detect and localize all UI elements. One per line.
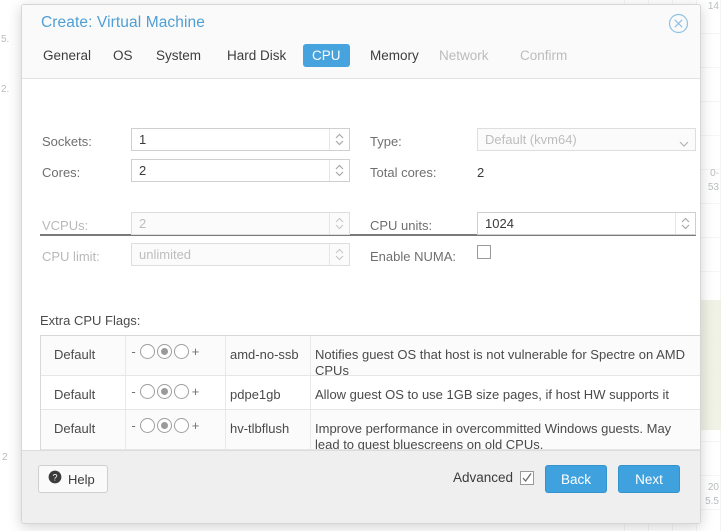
- cores-input[interactable]: 2: [131, 159, 350, 182]
- minus-label: -: [131, 418, 136, 433]
- cpu-limit-stepper: [329, 244, 349, 265]
- flag-description: Notifies guest OS that host is not vulne…: [315, 347, 685, 378]
- cores-value: 2: [139, 163, 147, 178]
- radio-default[interactable]: [157, 384, 172, 399]
- table-row[interactable]: Default - + amd-no-ssb Notifies guest OS…: [41, 336, 700, 378]
- flag-radio-group[interactable]: - +: [129, 384, 200, 399]
- flag-name: amd-no-ssb: [230, 347, 299, 362]
- flag-radio-group[interactable]: - +: [129, 418, 200, 433]
- minus-label: -: [131, 344, 136, 359]
- cpu-limit-value: unlimited: [139, 247, 192, 262]
- flag-state: Default: [54, 421, 96, 436]
- cpu-units-value: 1024: [485, 216, 514, 231]
- background-text: 2.: [1, 84, 10, 95]
- cpu-limit-input: unlimited: [131, 243, 350, 266]
- create-vm-dialog: Create: Virtual Machine General OS Syste…: [21, 4, 701, 524]
- help-label: Help: [68, 471, 95, 487]
- total-cores-label: Total cores:: [370, 165, 437, 180]
- close-icon[interactable]: [668, 13, 689, 34]
- sockets-input[interactable]: 1: [131, 128, 350, 151]
- radio-off[interactable]: [140, 344, 155, 359]
- table-row[interactable]: Default - + hv-tlbflush Improve performa…: [41, 410, 700, 452]
- radio-off[interactable]: [140, 384, 155, 399]
- section-divider: [40, 234, 696, 236]
- plus-label: +: [191, 384, 200, 399]
- type-value: Default (kvm64): [485, 132, 577, 147]
- next-button[interactable]: Next: [618, 465, 680, 493]
- advanced-label: Advanced: [452, 470, 513, 485]
- chevron-down-icon: [679, 135, 689, 153]
- background-text: 0-: [710, 168, 719, 179]
- tab-memory[interactable]: Memory: [370, 48, 419, 63]
- extra-cpu-flags-label: Extra CPU Flags:: [40, 313, 141, 328]
- sockets-value: 1: [139, 132, 147, 147]
- dialog-body: Sockets: 1 Type: Default (kvm64) Cores: …: [22, 79, 700, 523]
- back-button[interactable]: Back: [545, 465, 607, 493]
- background-text: 53: [707, 182, 719, 193]
- sockets-label: Sockets:: [42, 134, 92, 149]
- flag-description: Allow guest OS to use 1GB size pages, if…: [315, 387, 670, 402]
- tab-confirm: Confirm: [520, 48, 568, 63]
- tab-system[interactable]: System: [156, 48, 202, 63]
- vcpus-label: VCPUs:: [42, 218, 89, 233]
- cpu-limit-label: CPU limit:: [42, 249, 100, 264]
- background-text: 20: [707, 482, 719, 493]
- flag-name: hv-tlbflush: [230, 421, 290, 436]
- cpu-units-stepper[interactable]: [675, 213, 695, 234]
- minus-label: -: [131, 384, 136, 399]
- cores-stepper[interactable]: [329, 160, 349, 181]
- vcpus-value: 2: [139, 216, 147, 231]
- type-select[interactable]: Default (kvm64): [477, 128, 696, 151]
- cpu-units-label: CPU units:: [370, 218, 433, 233]
- cpu-units-input[interactable]: 1024: [477, 212, 696, 235]
- tab-general[interactable]: General: [43, 48, 92, 63]
- vcpus-stepper: [329, 213, 349, 234]
- type-label: Type:: [370, 134, 402, 149]
- advanced-checkbox[interactable]: [520, 470, 534, 485]
- flag-state: Default: [54, 347, 96, 362]
- tab-bar: General OS System Hard Disk CPU Memory N…: [22, 42, 700, 79]
- flag-state: Default: [54, 387, 96, 402]
- question-circle-icon: ?: [48, 470, 62, 489]
- enable-numa-checkbox[interactable]: [477, 245, 491, 259]
- flag-radio-group[interactable]: - +: [129, 344, 200, 359]
- table-row[interactable]: Default - + pdpe1gb Allow guest OS to us…: [41, 376, 700, 410]
- svg-text:?: ?: [52, 472, 57, 482]
- dialog-title: Create: Virtual Machine: [41, 14, 205, 31]
- help-button[interactable]: ? Help: [38, 465, 108, 493]
- tab-cpu[interactable]: CPU: [303, 44, 350, 67]
- flag-name: pdpe1gb: [230, 387, 281, 402]
- sockets-stepper[interactable]: [329, 129, 349, 150]
- dialog-footer: ? Help Advanced Back Next: [22, 450, 700, 523]
- radio-off[interactable]: [140, 418, 155, 433]
- advanced-toggle[interactable]: Advanced: [453, 470, 534, 485]
- background-text: 14: [707, 1, 719, 12]
- tab-os[interactable]: OS: [113, 48, 133, 63]
- tab-hard-disk[interactable]: Hard Disk: [227, 48, 287, 63]
- flag-description: Improve performance in overcommitted Win…: [315, 421, 672, 452]
- vcpus-input: 2: [131, 212, 350, 235]
- background-text: 5.5: [705, 496, 719, 507]
- tab-network: Network: [439, 48, 489, 63]
- radio-on[interactable]: [174, 384, 189, 399]
- dialog-titlebar: Create: Virtual Machine: [22, 5, 700, 42]
- plus-label: +: [191, 344, 200, 359]
- cores-label: Cores:: [42, 165, 81, 180]
- radio-on[interactable]: [174, 344, 189, 359]
- radio-default[interactable]: [157, 344, 172, 359]
- background-text: 5.: [1, 34, 10, 45]
- total-cores-value: 2: [477, 165, 485, 180]
- enable-numa-label: Enable NUMA:: [370, 249, 456, 264]
- radio-default[interactable]: [157, 418, 172, 433]
- radio-on[interactable]: [174, 418, 189, 433]
- background-text: 2: [2, 452, 8, 463]
- plus-label: +: [191, 418, 200, 433]
